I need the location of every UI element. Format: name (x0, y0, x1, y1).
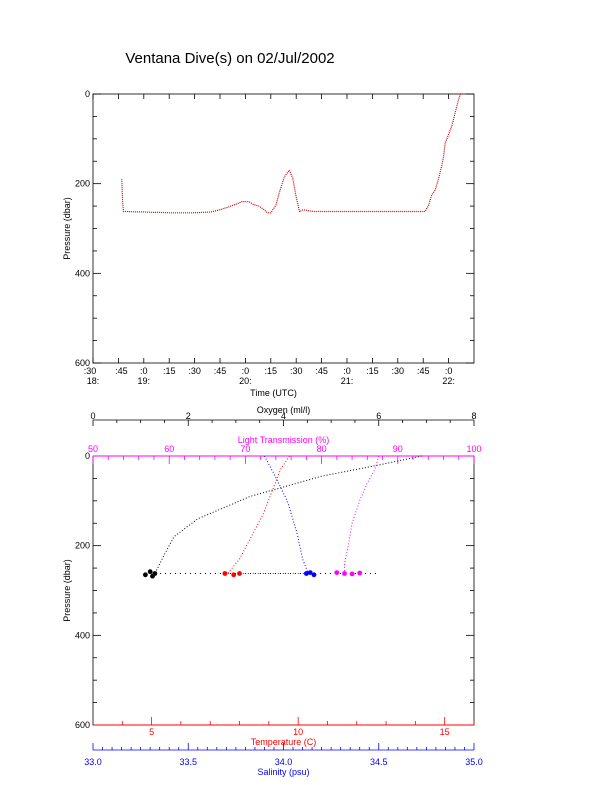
temperature-profile-line (227, 455, 290, 574)
light_transmission-bottom-point (357, 570, 363, 576)
depth-x-tick-label: :30 (392, 366, 405, 376)
depth-x-tick-label: 22: (442, 376, 455, 386)
salinity-tick-label: 33.0 (84, 757, 102, 767)
light_transmission-bottom-point (334, 570, 340, 575)
profile-y-axis-label: Pressure (dbar) (62, 559, 72, 622)
depth-y-axis-label: Pressure (dbar) (62, 197, 72, 260)
oxygen-bottom-point (147, 569, 153, 575)
temperature-axis-label: Temperature (C) (251, 737, 317, 747)
depth-x-tick-label: :0 (343, 366, 351, 376)
depth-x-tick-label: :0 (242, 366, 250, 376)
temperature-tick-label: 15 (440, 727, 450, 737)
depth-x-tick-label: :15 (265, 366, 278, 376)
temperature-bottom-point (237, 571, 242, 576)
oxygen-profile-line (154, 455, 422, 574)
profile-y-tick-label: 200 (75, 541, 90, 551)
depth-plot-frame (92, 93, 475, 364)
depth-x-tick-label: :15 (366, 366, 379, 376)
depth-x-tick-label: :0 (445, 366, 453, 376)
oxygen-tick-label: 8 (471, 411, 476, 421)
temperature-tick-label: 10 (293, 727, 303, 737)
light-tick-label: 80 (317, 444, 327, 454)
salinity-tick-label: 33.5 (179, 757, 197, 767)
oxygen-bottom-point (150, 573, 155, 579)
profile-y-tick-label: 600 (75, 720, 90, 730)
depth-y-tick-label: 0 (85, 89, 90, 99)
light-axis-label: Light Transmission (%) (238, 435, 330, 445)
depth-x-tick-label: 19: (138, 376, 151, 386)
temperature-bottom-point (231, 572, 237, 578)
salinity-profile-line (263, 455, 309, 574)
depth-x-tick-label: :45 (315, 366, 328, 376)
depth-x-tick-label: 18: (87, 376, 100, 386)
depth-x-tick-label: :45 (417, 366, 430, 376)
depth-x-axis-label: Time (UTC) (250, 388, 297, 398)
salinity-tick-label: 34.5 (370, 757, 388, 767)
page-title: Ventana Dive(s) on 02/Jul/2002 (125, 50, 335, 67)
light-tick-label: 60 (164, 444, 174, 454)
light-tick-label: 50 (88, 444, 98, 454)
salinity-tick-label: 34.0 (275, 757, 293, 767)
oxygen-tick-label: 0 (90, 411, 95, 421)
temperature-bottom-point (222, 571, 228, 576)
oxygen-tick-label: 2 (186, 411, 191, 421)
depth-y-tick-label: 600 (75, 358, 90, 368)
depth-x-tick-label: :15 (163, 366, 176, 376)
salinity-bottom-point (311, 572, 317, 578)
light_transmission-bottom-point (349, 571, 355, 577)
depth-x-tick-label: 20: (239, 376, 252, 386)
depth-x-tick-label: :0 (140, 366, 148, 376)
profile-y-tick-label: 0 (85, 451, 90, 461)
oxygen-tick-label: 4 (281, 411, 286, 421)
depth-x-tick-label: :45 (214, 366, 227, 376)
light_transmission-profile-line (344, 455, 380, 574)
depth-x-tick-label: :30 (188, 366, 201, 376)
temperature-tick-label: 5 (149, 727, 154, 737)
depth-x-tick-label: :30 (290, 366, 303, 376)
depth-x-tick-label: 21: (341, 376, 354, 386)
depth-trace-line (121, 93, 462, 214)
salinity-tick-label: 35.0 (465, 757, 483, 767)
profile-plot-frame (92, 455, 475, 726)
oxygen-bottom-point (143, 572, 148, 578)
profile-y-tick-label: 400 (75, 630, 90, 640)
salinity-axis-label: Salinity (psu) (257, 767, 309, 777)
light-tick-label: 90 (393, 444, 403, 454)
oxygen-tick-label: 6 (376, 411, 381, 421)
depth-y-tick-label: 200 (75, 179, 90, 189)
light-tick-label: 70 (240, 444, 250, 454)
oxygen-axis-label: Oxygen (ml/l) (257, 405, 311, 415)
salinity-bottom-point (307, 570, 313, 575)
light_transmission-bottom-point (342, 571, 347, 576)
depth-x-tick-label: :30 (84, 366, 97, 376)
light-tick-label: 100 (466, 444, 481, 454)
depth-y-tick-label: 400 (75, 268, 90, 278)
salinity-bottom-point (304, 571, 309, 576)
depth-x-tick-label: :45 (115, 366, 128, 376)
